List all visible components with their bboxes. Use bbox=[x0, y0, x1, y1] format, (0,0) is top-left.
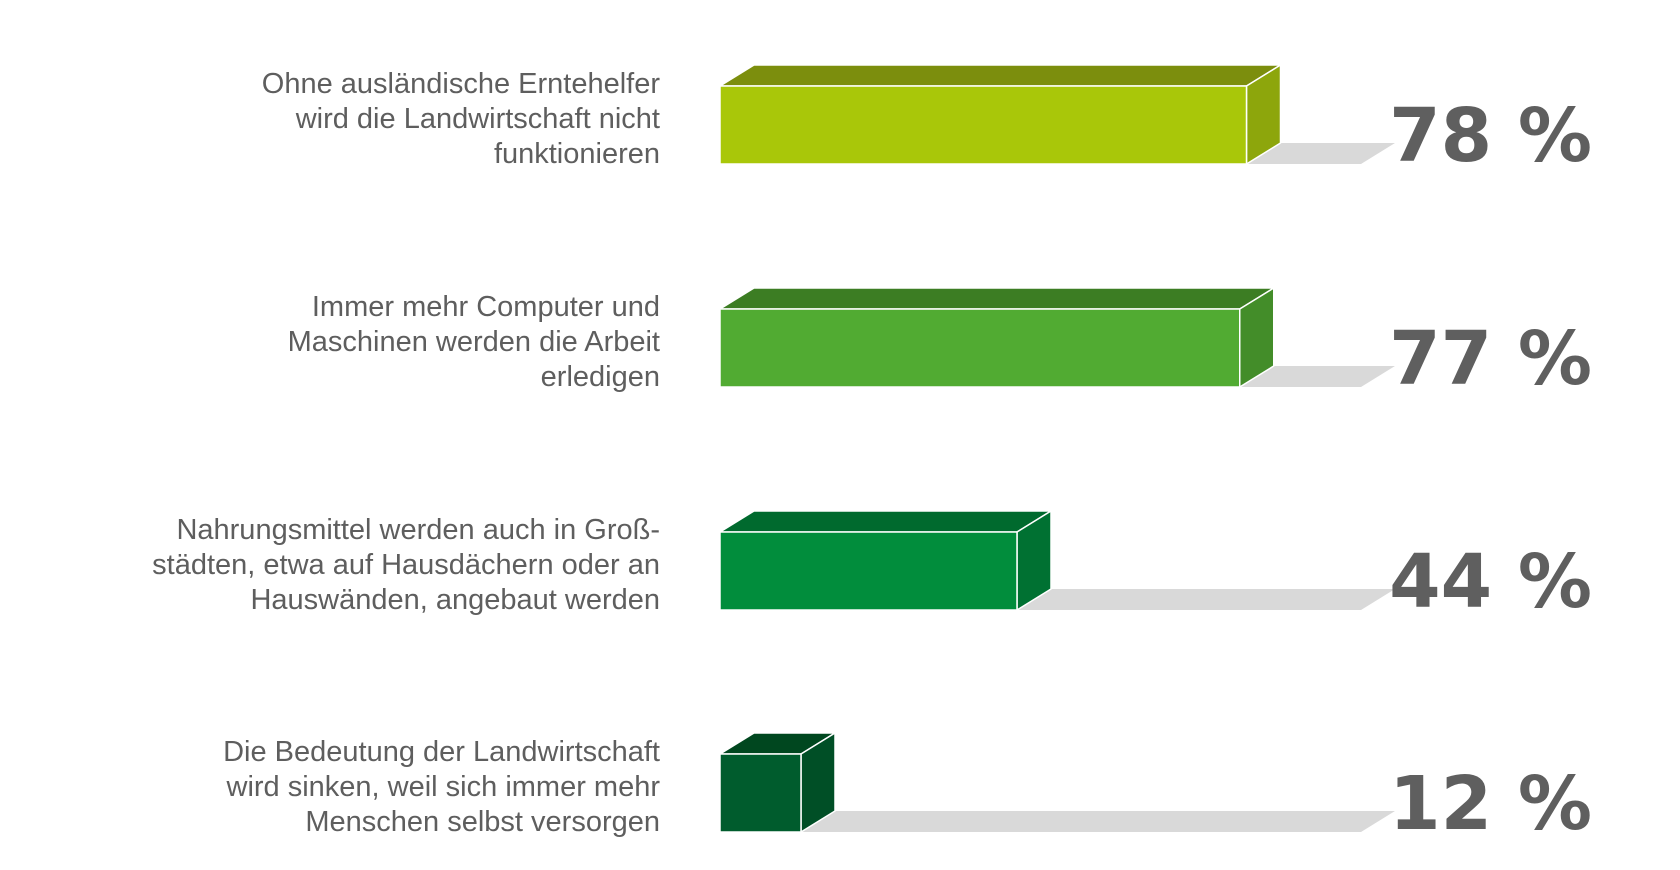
bar-group-1: 78 % bbox=[717, 63, 1592, 179]
category-label-2-line-2: Maschinen werden die Arbeit bbox=[287, 325, 660, 358]
category-label-3: Nahrungsmittel werden auch in Groß-städt… bbox=[40, 513, 660, 618]
category-label-2-line-3: erledigen bbox=[540, 360, 660, 393]
category-label-3-line-2: städten, etwa auf Hausdächern oder an bbox=[152, 548, 660, 581]
category-label-1-line-1: Ohne ausländische Erntehelfer bbox=[261, 67, 660, 100]
category-label-2: Immer mehr Computer und Maschinen werden … bbox=[40, 290, 660, 395]
bar-top-3 bbox=[717, 510, 1054, 533]
category-label-1-line-3: funktionieren bbox=[493, 137, 660, 170]
bar-group-4: 12 % bbox=[717, 731, 1592, 847]
bar-3 bbox=[719, 531, 1018, 611]
bar-group-3: 44 % bbox=[717, 509, 1592, 625]
category-label-3-line-3: Hauswänden, angebaut werden bbox=[250, 583, 660, 616]
bar-2 bbox=[719, 308, 1241, 388]
bar-group-2: 77 % bbox=[717, 286, 1592, 402]
value-label-1: 78 % bbox=[1389, 93, 1592, 179]
bar-top-1 bbox=[717, 64, 1284, 87]
category-label-3-line-1: Nahrungsmittel werden auch in Groß- bbox=[176, 513, 660, 546]
category-label-1-line-2: wird die Landwirtschaft nicht bbox=[295, 102, 660, 135]
category-label-4: Die Bedeutung der Landwirtschaft wird sin… bbox=[40, 735, 660, 840]
category-label-1: Ohne ausländische Erntehelfer wird die La… bbox=[40, 67, 660, 172]
value-label-2: 77 % bbox=[1389, 316, 1592, 402]
category-label-4-line-2: wird sinken, weil sich immer mehr bbox=[226, 770, 661, 803]
value-label-4: 12 % bbox=[1389, 761, 1592, 847]
category-label-4-line-3: Menschen selbst versorgen bbox=[305, 805, 660, 838]
bar-4 bbox=[719, 753, 802, 833]
bar-track-4 bbox=[720, 811, 1395, 832]
category-label-4-line-1: Die Bedeutung der Landwirtschaft bbox=[223, 735, 660, 768]
value-label-3: 44 % bbox=[1389, 539, 1592, 625]
category-label-2-line-1: Immer mehr Computer und bbox=[311, 290, 660, 323]
bar-1 bbox=[719, 85, 1248, 165]
bar-top-2 bbox=[717, 287, 1277, 310]
